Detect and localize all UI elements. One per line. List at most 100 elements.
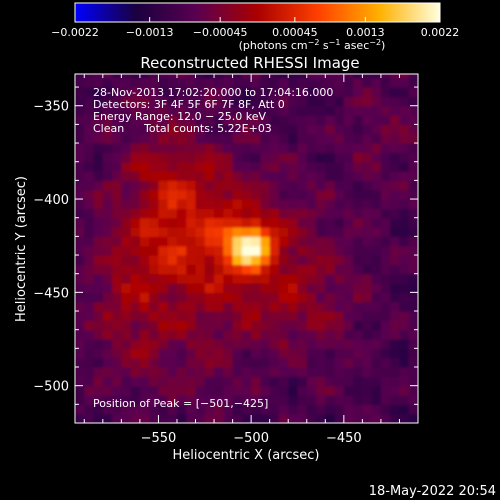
colorbar-tick-label: −0.0022 [51,26,99,39]
heatmap-cell [362,180,373,191]
heatmap-cell [306,273,317,284]
heatmap-cell [297,292,308,303]
heatmap-cell [167,348,178,359]
annotation-algorithm: Clean [93,122,124,135]
heatmap-cell [362,339,373,349]
heatmap-cell [390,96,401,107]
heatmap-cell [93,348,104,359]
heatmap-cell [195,413,206,423]
heatmap-cell [167,255,178,265]
heatmap-cell [334,329,345,340]
heatmap-cell [149,329,160,340]
heatmap-cell [408,348,418,359]
heatmap-cell [269,339,280,349]
heatmap-cell [380,171,391,181]
plot-frame [74,73,419,424]
heatmap-cell [149,171,160,181]
heatmap-cell [93,329,104,340]
heatmap-cell [408,320,418,331]
heatmap-cell [390,74,401,79]
heatmap-cell [176,180,187,191]
heatmap-cell [167,264,178,275]
heatmap-cell [260,180,271,191]
heatmap-cell [204,395,215,405]
heatmap-cell [93,292,104,303]
heatmap-cell [353,143,363,153]
heatmap-cell [316,329,326,340]
heatmap-cell [297,264,308,275]
heatmap-cell [390,329,401,340]
heatmap-cell [241,264,252,275]
heatmap-cell [232,273,243,284]
heatmap-cell [195,171,206,181]
heatmap-cell [380,74,391,79]
heatmap-cell [353,171,363,181]
heatmap-cell [334,385,345,396]
heatmap-cell [260,311,271,321]
heatmap-cell [93,385,104,396]
heatmap-cell [380,339,391,349]
heatmap-cell [130,255,141,265]
heatmap-cell [334,376,345,387]
heatmap-cell [251,152,262,163]
heatmap-cell [325,376,336,387]
heatmap-cell [214,133,224,144]
heatmap-cell [371,395,382,405]
heatmap-cell [297,87,308,97]
heatmap-cell [84,180,95,191]
heatmap-cell [223,301,234,312]
heatmap-cell [260,189,271,200]
heatmap-cell [343,133,354,144]
heatmap-cell [204,161,215,172]
heatmap-cell [93,227,104,237]
heatmap-cell [343,301,354,312]
heatmap-cell [353,189,363,200]
heatmap-cell [288,264,299,275]
heatmap-cell [149,74,160,79]
heatmap-cell [251,329,262,340]
heatmap-cell [223,320,234,331]
annotation-energy-range: Energy Range: 12.0 − 25.0 keV [93,110,267,123]
heatmap-cell [232,395,243,405]
heatmap-cell [251,74,262,79]
heatmap-cell [334,292,345,303]
heatmap-cell [278,273,289,284]
heatmap-cell [343,115,354,125]
colorbar-units: (photons cm−2 s−1 asec−2) [239,38,386,52]
heatmap-cell [334,301,345,312]
heatmap-cell [204,404,215,415]
heatmap-cell [399,320,410,331]
heatmap-cell [251,301,262,312]
heatmap-cell [186,87,197,97]
heatmap-cell [130,348,141,359]
heatmap-cell [93,133,104,144]
heatmap-cell [371,77,382,88]
heatmap-cell [93,74,104,79]
heatmap-cell [353,115,363,125]
heatmap-cell [241,348,252,359]
heatmap-cell [241,208,252,219]
heatmap-cell [167,311,178,321]
heatmap-cell [75,283,85,293]
heatmap-cell [195,96,206,107]
heatmap-cell [343,199,354,209]
heatmap-cell [75,301,85,312]
heatmap-cell [93,180,104,191]
heatmap-cell [288,227,299,237]
heatmap-cell [306,152,317,163]
heatmap-cell [325,404,336,415]
heatmap-cell [306,124,317,135]
heatmap-cell [186,357,197,368]
heatmap-cell [102,161,113,172]
heatmap-cell [269,199,280,209]
heatmap-cell [176,161,187,172]
heatmap-cell [84,152,95,163]
heatmap-cell [214,189,224,200]
heatmap-cell [130,133,141,144]
heatmap-cell [102,385,113,396]
heatmap-cell [167,199,178,209]
heatmap-cell [260,236,271,247]
heatmap-cell [93,152,104,163]
heatmap-cell [371,124,382,135]
heatmap-cell [158,395,169,405]
